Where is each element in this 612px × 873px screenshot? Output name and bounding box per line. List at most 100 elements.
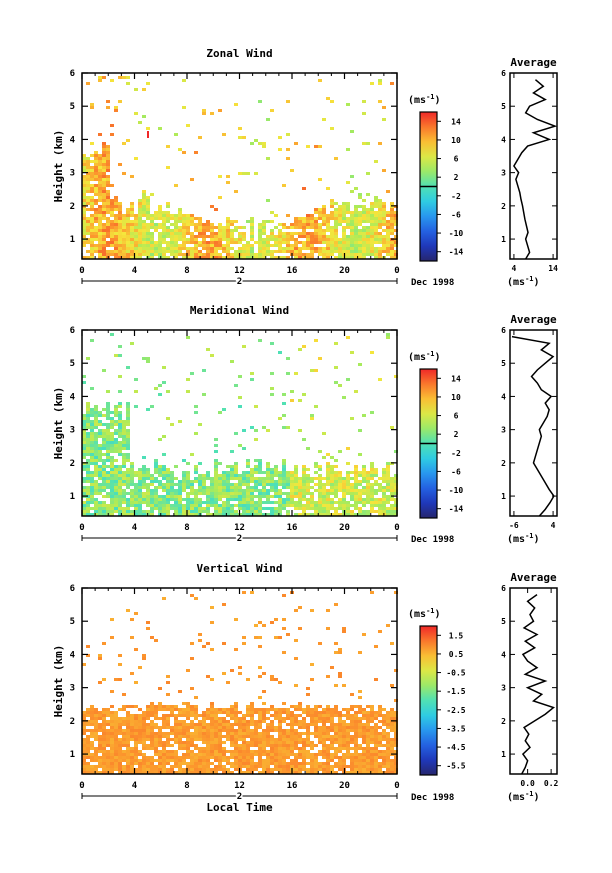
heatmap-cell (362, 492, 366, 495)
heatmap-cell (90, 220, 94, 223)
heatmap-cell (366, 477, 370, 480)
heatmap-cell (366, 753, 370, 756)
heatmap-cell (270, 513, 274, 516)
heatmap-cell (174, 507, 178, 510)
heatmap-cell (262, 720, 266, 723)
heatmap-cell (262, 220, 266, 223)
heatmap-cell (94, 220, 98, 223)
heatmap-cell (254, 489, 258, 492)
heatmap-cell (310, 741, 314, 744)
heatmap-cell (134, 214, 138, 217)
heatmap-cell (94, 238, 98, 241)
profile-y-tick-label: 4 (501, 392, 506, 401)
heatmap-cell (218, 507, 222, 510)
heatmap-cell (186, 744, 190, 747)
heatmap-cell (186, 702, 190, 705)
heatmap-cell (354, 492, 358, 495)
heatmap-cell (286, 214, 290, 217)
profile-unit-exp: -1 (525, 275, 533, 283)
heatmap-cell (314, 768, 318, 771)
heatmap-cell (82, 202, 86, 205)
heatmap-cell (378, 226, 382, 229)
heatmap-cell (214, 729, 218, 732)
heatmap-cell (114, 229, 118, 232)
profile-x-tick-label: 0.0 (520, 779, 535, 788)
heatmap-cell (106, 145, 110, 148)
heatmap-cell (190, 759, 194, 762)
heatmap-cell (170, 768, 174, 771)
heatmap-cell (362, 241, 366, 244)
heatmap-cell (106, 738, 110, 741)
heatmap-cell (90, 705, 94, 708)
heatmap-cell (190, 711, 194, 714)
heatmap-cell (194, 480, 198, 483)
heatmap-cell (302, 247, 306, 250)
heatmap-cell (110, 498, 114, 501)
heatmap-cell (234, 768, 238, 771)
heatmap-cell (218, 495, 222, 498)
heatmap-cell (366, 720, 370, 723)
heatmap-cell (118, 471, 122, 474)
heatmap-cell (302, 229, 306, 232)
heatmap-cell (302, 253, 306, 256)
heatmap-cell (394, 732, 398, 735)
heatmap-cell (326, 498, 330, 501)
heatmap-cell (302, 738, 306, 741)
heatmap-cell (82, 220, 86, 223)
heatmap-cell (158, 480, 162, 483)
heatmap-cell (122, 738, 126, 741)
heatmap-cell (242, 636, 246, 639)
heatmap-cell (126, 483, 130, 486)
y-tick-label: 2 (70, 717, 75, 727)
heatmap-cell (230, 714, 234, 717)
heatmap-cell (118, 253, 122, 256)
heatmap-cell (142, 220, 146, 223)
heatmap-cell (254, 139, 258, 142)
heatmap-cell (134, 720, 138, 723)
heatmap-cell (386, 241, 390, 244)
heatmap-cell (326, 465, 330, 468)
heatmap-cell (330, 127, 334, 130)
heatmap-cell (338, 711, 342, 714)
heatmap-cell (134, 756, 138, 759)
heatmap-cell (246, 765, 250, 768)
heatmap-cell (282, 474, 286, 477)
heatmap-cell (110, 220, 114, 223)
heatmap-cell (386, 753, 390, 756)
heatmap-cell (306, 489, 310, 492)
heatmap-cell (118, 429, 122, 432)
heatmap-cell (302, 438, 306, 441)
heatmap-cell (330, 238, 334, 241)
heatmap-cell (346, 771, 350, 774)
heatmap-cell (294, 729, 298, 732)
heatmap-cell (214, 450, 218, 453)
heatmap-cell (126, 738, 130, 741)
heatmap-cell (338, 723, 342, 726)
heatmap-cell (370, 747, 374, 750)
heatmap-cell (374, 160, 378, 163)
profile-unit: (ms-1) (507, 790, 540, 803)
heatmap-cell (98, 232, 102, 235)
heatmap-cell (338, 486, 342, 489)
heatmap-cell (218, 711, 222, 714)
heatmap-cell (166, 735, 170, 738)
heatmap-cell (334, 247, 338, 250)
heatmap-cell (158, 495, 162, 498)
heatmap-cell (82, 181, 86, 184)
heatmap-cell (146, 253, 150, 256)
heatmap-cell (282, 223, 286, 226)
heatmap-cell (154, 214, 158, 217)
heatmap-cell (106, 471, 110, 474)
heatmap-cell (130, 241, 134, 244)
heatmap-cell (290, 504, 294, 507)
heatmap-cell (122, 435, 126, 438)
heatmap-cell (238, 762, 242, 765)
heatmap-cell (110, 489, 114, 492)
heatmap-cell (282, 762, 286, 765)
y-tick-label: 2 (70, 459, 75, 469)
heatmap-cell (386, 471, 390, 474)
heatmap-cell (118, 750, 122, 753)
heatmap-cell (194, 504, 198, 507)
heatmap-cell (394, 474, 398, 477)
heatmap-cell (94, 250, 98, 253)
